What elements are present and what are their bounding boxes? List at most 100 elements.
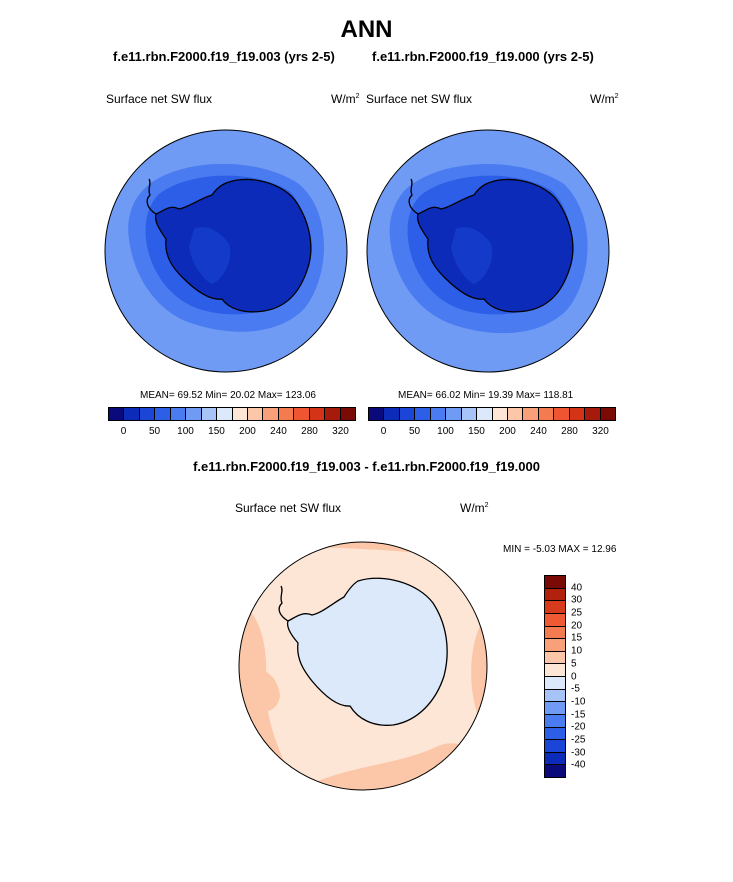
diff-colorbar-label-6: 5 xyxy=(571,658,577,670)
diff-colorbar-swatch-13 xyxy=(545,740,565,753)
panel-2-colorbar xyxy=(368,407,616,421)
panel-2-colorbar-label-0: 0 xyxy=(380,426,387,437)
panel-1-colorbar-swatch-14 xyxy=(325,408,341,420)
panel-1-max-label: Max= xyxy=(257,390,283,401)
panel-2-units-label: W/m2 xyxy=(590,92,619,106)
panel-1-colorbar-labels: 0 50 100 150 200 240 280 320 xyxy=(108,426,356,440)
panel-1-colorbar-label-7: 320 xyxy=(332,426,349,437)
panel-2-colorbar-label-7: 320 xyxy=(592,426,609,437)
diff-colorbar-swatch-7 xyxy=(545,664,565,677)
diff-colorbar-label-12: -25 xyxy=(571,734,586,746)
panel-1-continent xyxy=(155,179,311,312)
diff-colorbar-label-4: 15 xyxy=(571,632,583,644)
diff-colorbar-label-14: -40 xyxy=(571,759,586,771)
diff-max-value: 12.96 xyxy=(591,544,617,555)
panel-1-colorbar-label-6: 280 xyxy=(301,426,318,437)
diff-colorbar-swatch-14 xyxy=(545,752,565,766)
diff-warm-blob xyxy=(251,669,280,712)
panel-2-coastline xyxy=(416,178,574,313)
diff-max-label: MAX = xyxy=(558,544,589,555)
panel-2-colorbar-swatch-12 xyxy=(554,408,570,420)
difference-polar-map xyxy=(238,541,488,791)
diff-colorbar-labels: 40 30 25 20 15 10 5 0 -5 -10 -15 -20 -25 -30 -40 xyxy=(571,575,611,778)
panel-1-colorbar-label-4: 200 xyxy=(239,426,256,437)
panel-2-polar-map xyxy=(366,129,610,373)
panel-2-min-value: 19.39 xyxy=(488,390,514,401)
diff-colorbar-swatch-11 xyxy=(545,714,565,728)
panel-1-colorbar-label-3: 150 xyxy=(208,426,225,437)
panel-2-colorbar-labels: 0 50 100 150 200 240 280 320 xyxy=(368,426,616,440)
diff-min-label: MIN = xyxy=(503,544,530,555)
panel-2-mean-value: 66.02 xyxy=(435,390,461,401)
panel-1-units-label: W/m2 xyxy=(331,92,360,106)
panel-1-case-title: f.e11.rbn.F2000.f19_f19.003 (yrs 2-5) xyxy=(113,49,335,64)
panel-1-max-value: 123.06 xyxy=(285,390,316,401)
panel-2-colorbar-swatch-4 xyxy=(430,408,447,420)
panel-2-colorbar-swatch-3 xyxy=(415,408,431,420)
diff-colorbar-swatch-0 xyxy=(545,576,565,589)
panel-1-colorbar-swatch-13 xyxy=(309,408,326,420)
diff-colorbar-label-7: 0 xyxy=(571,671,577,682)
diff-minmax: MIN = -5.03 MAX = 12.96 xyxy=(503,544,616,555)
panel-1-mean-label: MEAN= xyxy=(140,390,175,401)
diff-coastline xyxy=(286,577,448,726)
diff-colorbar-label-8: -5 xyxy=(571,683,580,695)
panel-2-case-title: f.e11.rbn.F2000.f19_f19.000 (yrs 2-5) xyxy=(372,49,594,64)
panel-1-ice-shelf xyxy=(189,227,231,284)
panel-2-colorbar-swatch-2 xyxy=(399,408,416,420)
diff-colorbar-swatch-2 xyxy=(545,601,565,614)
diff-colorbar-label-1: 30 xyxy=(571,594,583,606)
panel-1-min-label: Min= xyxy=(205,390,228,401)
diff-colorbar-swatch-15 xyxy=(545,765,565,777)
panel-2-colorbar-swatch-5 xyxy=(446,408,462,420)
panel-2-colorbar-label-5: 240 xyxy=(530,426,547,437)
diff-colorbar-swatch-1 xyxy=(545,588,565,602)
panel-2-colorbar-label-3: 150 xyxy=(468,426,485,437)
panel-1-colorbar-label-1: 50 xyxy=(148,426,161,437)
diff-colorbar-swatch-3 xyxy=(545,613,565,627)
diff-colorbar-label-2: 25 xyxy=(571,607,583,619)
panel-1-colorbar-swatch-12 xyxy=(294,408,310,420)
diff-colorbar-swatch-6 xyxy=(545,651,565,665)
diff-peninsula xyxy=(278,585,289,622)
diff-colorbar-label-5: 10 xyxy=(571,645,583,657)
diff-continent xyxy=(287,578,448,726)
panel-1-polar-map xyxy=(104,129,348,373)
diff-colorbar-label-10: -15 xyxy=(571,709,586,721)
panel-1-colorbar xyxy=(108,407,356,421)
panel-1-stats: MEAN= 69.52 Min= 20.02 Max= 123.06 xyxy=(140,390,316,401)
panel-2-colorbar-swatch-8 xyxy=(492,408,508,420)
panel-2-colorbar-swatch-7 xyxy=(477,408,493,420)
panel-1-colorbar-swatch-3 xyxy=(155,408,171,420)
panel-1-colorbar-swatch-1 xyxy=(124,408,140,420)
panel-1-colorbar-label-0: 0 xyxy=(120,426,127,437)
panel-1-colorbar-swatch-4 xyxy=(170,408,187,420)
diff-min-value: -5.03 xyxy=(532,544,556,555)
panel-1-colorbar-swatch-10 xyxy=(263,408,279,420)
panel-1-colorbar-swatch-7 xyxy=(217,408,233,420)
panel-2-colorbar-swatch-10 xyxy=(523,408,539,420)
panel-2-min-label: Min= xyxy=(463,390,486,401)
diff-colorbar-label-3: 20 xyxy=(571,620,583,632)
diff-colorbar-label-0: 40 xyxy=(571,582,583,594)
diff-colorbar-swatch-8 xyxy=(545,677,565,690)
difference-title: f.e11.rbn.F2000.f19_f19.003 - f.e11.rbn.… xyxy=(193,459,540,474)
panel-1-colorbar-swatch-0 xyxy=(109,408,125,420)
panel-1-coastline xyxy=(154,178,312,313)
panel-1-colorbar-swatch-11 xyxy=(278,408,295,420)
panel-1-min-value: 20.02 xyxy=(230,390,256,401)
panel-2-colorbar-swatch-6 xyxy=(461,408,478,420)
panel-2-colorbar-label-4: 200 xyxy=(499,426,516,437)
diff-colorbar-label-13: -30 xyxy=(571,747,586,759)
diff-colorbar-swatch-4 xyxy=(545,626,565,640)
diff-colorbar-swatch-12 xyxy=(545,727,565,741)
diff-variable-label: Surface net SW flux xyxy=(235,501,342,515)
panel-1-mean-value: 69.52 xyxy=(177,390,203,401)
panel-2-colorbar-swatch-14 xyxy=(585,408,601,420)
diff-colorbar-label-9: -10 xyxy=(571,696,586,708)
diff-units-label: W/m2 xyxy=(460,501,489,515)
panel-2-colorbar-label-6: 280 xyxy=(561,426,578,437)
panel-2-colorbar-swatch-1 xyxy=(384,408,400,420)
panel-2-continent xyxy=(417,179,573,312)
diff-colorbar-swatch-9 xyxy=(545,689,565,703)
